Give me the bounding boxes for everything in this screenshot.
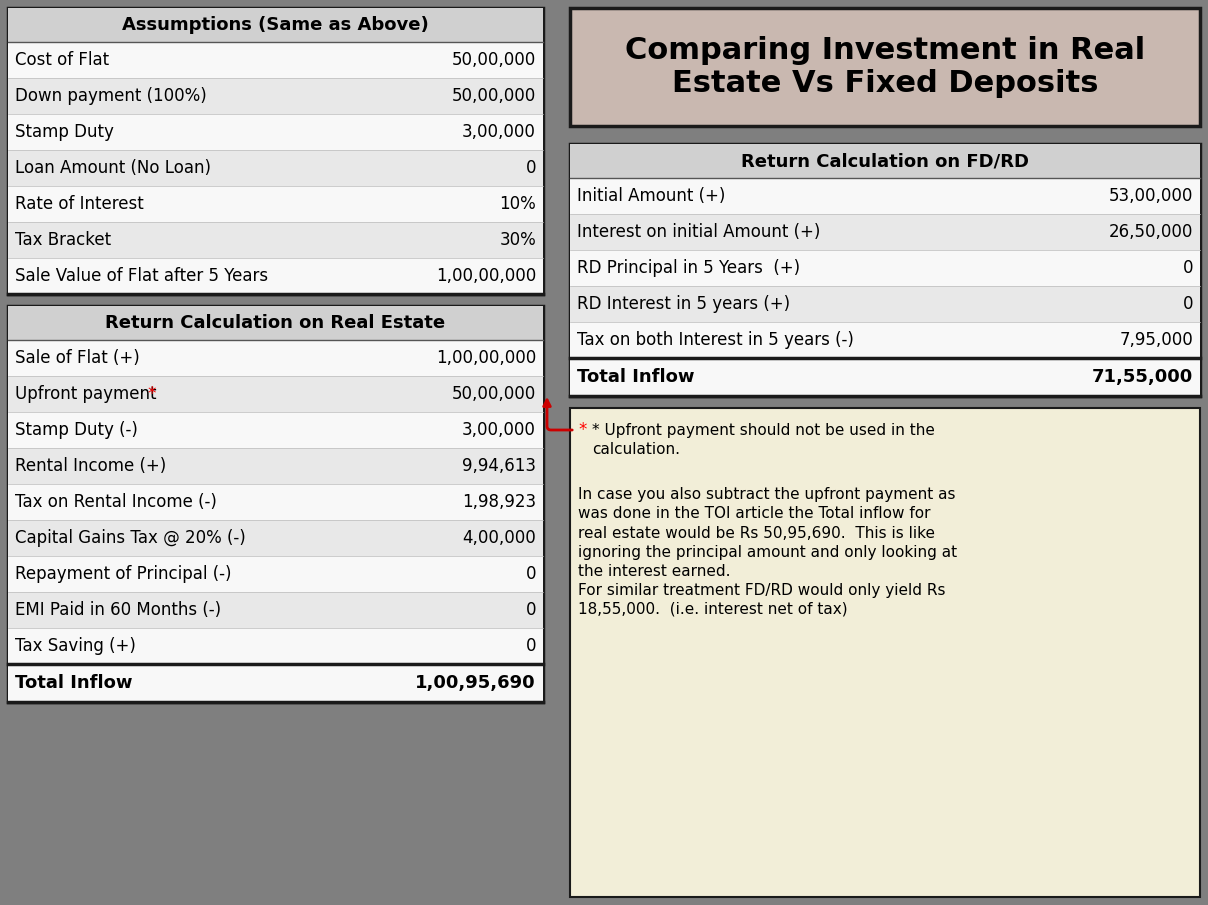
Bar xyxy=(570,250,1200,286)
Text: RD Principal in 5 Years  (+): RD Principal in 5 Years (+) xyxy=(577,259,800,277)
Text: In case you also subtract the upfront payment as: In case you also subtract the upfront pa… xyxy=(577,488,956,502)
Bar xyxy=(8,42,544,78)
Text: 4,00,000: 4,00,000 xyxy=(463,529,536,547)
Text: Loan Amount (No Loan): Loan Amount (No Loan) xyxy=(14,159,211,177)
Text: Tax on Rental Income (-): Tax on Rental Income (-) xyxy=(14,493,217,511)
Bar xyxy=(570,144,1200,396)
Bar xyxy=(8,376,544,412)
Text: Comparing Investment in Real
Estate Vs Fixed Deposits: Comparing Investment in Real Estate Vs F… xyxy=(625,35,1145,99)
Text: real estate would be Rs 50,95,690.  This is like: real estate would be Rs 50,95,690. This … xyxy=(577,526,935,540)
Text: 50,00,000: 50,00,000 xyxy=(452,87,536,105)
Bar xyxy=(8,150,544,186)
Text: Down payment (100%): Down payment (100%) xyxy=(14,87,207,105)
Bar xyxy=(570,408,1200,897)
Text: Rate of Interest: Rate of Interest xyxy=(14,195,144,213)
Text: Tax Bracket: Tax Bracket xyxy=(14,231,111,249)
Text: * Upfront payment should not be used in the: * Upfront payment should not be used in … xyxy=(592,423,935,437)
Text: Capital Gains Tax @ 20% (-): Capital Gains Tax @ 20% (-) xyxy=(14,529,245,547)
Text: Stamp Duty: Stamp Duty xyxy=(14,123,114,141)
Bar xyxy=(8,412,544,448)
Text: Initial Amount (+): Initial Amount (+) xyxy=(577,187,725,205)
Text: 53,00,000: 53,00,000 xyxy=(1109,187,1194,205)
Bar xyxy=(8,306,544,702)
Text: 10%: 10% xyxy=(499,195,536,213)
Bar xyxy=(8,306,544,340)
Text: RD Interest in 5 years (+): RD Interest in 5 years (+) xyxy=(577,295,790,313)
Bar xyxy=(8,114,544,150)
Text: 1,00,00,000: 1,00,00,000 xyxy=(436,349,536,367)
Text: Tax Saving (+): Tax Saving (+) xyxy=(14,637,135,655)
Text: Upfront payment: Upfront payment xyxy=(14,385,162,403)
Text: EMI Paid in 60 Months (-): EMI Paid in 60 Months (-) xyxy=(14,601,221,619)
Text: Stamp Duty (-): Stamp Duty (-) xyxy=(14,421,138,439)
Text: 1,00,95,690: 1,00,95,690 xyxy=(416,674,536,692)
Bar xyxy=(570,358,1200,396)
Bar xyxy=(8,664,544,702)
Bar xyxy=(8,628,544,664)
Text: Total Inflow: Total Inflow xyxy=(14,674,133,692)
Bar xyxy=(570,144,1200,178)
Text: Total Inflow: Total Inflow xyxy=(577,368,695,386)
Text: 7,95,000: 7,95,000 xyxy=(1120,331,1194,349)
Text: 0: 0 xyxy=(525,601,536,619)
Text: For similar treatment FD/RD would only yield Rs: For similar treatment FD/RD would only y… xyxy=(577,583,946,597)
Text: 0: 0 xyxy=(1183,295,1194,313)
Text: 18,55,000.  (i.e. interest net of tax): 18,55,000. (i.e. interest net of tax) xyxy=(577,602,848,616)
Text: Repayment of Principal (-): Repayment of Principal (-) xyxy=(14,565,232,583)
Text: *: * xyxy=(577,421,586,439)
Text: calculation.: calculation. xyxy=(592,443,680,458)
Text: Rental Income (+): Rental Income (+) xyxy=(14,457,167,475)
Text: 26,50,000: 26,50,000 xyxy=(1109,223,1194,241)
Text: 0: 0 xyxy=(525,159,536,177)
Bar xyxy=(8,340,544,376)
Text: Return Calculation on Real Estate: Return Calculation on Real Estate xyxy=(105,314,446,332)
Text: Return Calculation on FD/RD: Return Calculation on FD/RD xyxy=(741,152,1029,170)
Bar xyxy=(570,8,1200,126)
Text: Tax on both Interest in 5 years (-): Tax on both Interest in 5 years (-) xyxy=(577,331,854,349)
Bar xyxy=(8,556,544,592)
Bar xyxy=(8,222,544,258)
Text: 9,94,613: 9,94,613 xyxy=(461,457,536,475)
Bar xyxy=(8,8,544,294)
Text: *: * xyxy=(147,385,156,403)
Bar xyxy=(8,592,544,628)
Text: Sale of Flat (+): Sale of Flat (+) xyxy=(14,349,140,367)
Text: 0: 0 xyxy=(525,637,536,655)
Text: 3,00,000: 3,00,000 xyxy=(463,421,536,439)
Text: 3,00,000: 3,00,000 xyxy=(463,123,536,141)
Text: Cost of Flat: Cost of Flat xyxy=(14,51,109,69)
Bar xyxy=(8,78,544,114)
Text: Sale Value of Flat after 5 Years: Sale Value of Flat after 5 Years xyxy=(14,267,268,285)
Text: 1,98,923: 1,98,923 xyxy=(461,493,536,511)
Bar xyxy=(8,520,544,556)
Bar xyxy=(8,258,544,294)
Text: 0: 0 xyxy=(525,565,536,583)
Text: 1,00,00,000: 1,00,00,000 xyxy=(436,267,536,285)
Text: the interest earned.: the interest earned. xyxy=(577,564,731,578)
Bar xyxy=(570,286,1200,322)
Text: Interest on initial Amount (+): Interest on initial Amount (+) xyxy=(577,223,820,241)
Bar xyxy=(8,8,544,42)
Text: 50,00,000: 50,00,000 xyxy=(452,51,536,69)
Bar xyxy=(8,186,544,222)
Text: was done in the TOI article the Total inflow for: was done in the TOI article the Total in… xyxy=(577,507,930,521)
Bar xyxy=(8,448,544,484)
Text: 50,00,000: 50,00,000 xyxy=(452,385,536,403)
Text: Assumptions (Same as Above): Assumptions (Same as Above) xyxy=(122,16,429,34)
Text: 0: 0 xyxy=(1183,259,1194,277)
Text: 71,55,000: 71,55,000 xyxy=(1092,368,1194,386)
Bar xyxy=(570,214,1200,250)
Text: 30%: 30% xyxy=(499,231,536,249)
Bar xyxy=(570,322,1200,358)
Bar xyxy=(8,484,544,520)
Bar xyxy=(570,178,1200,214)
Text: ignoring the principal amount and only looking at: ignoring the principal amount and only l… xyxy=(577,545,957,559)
